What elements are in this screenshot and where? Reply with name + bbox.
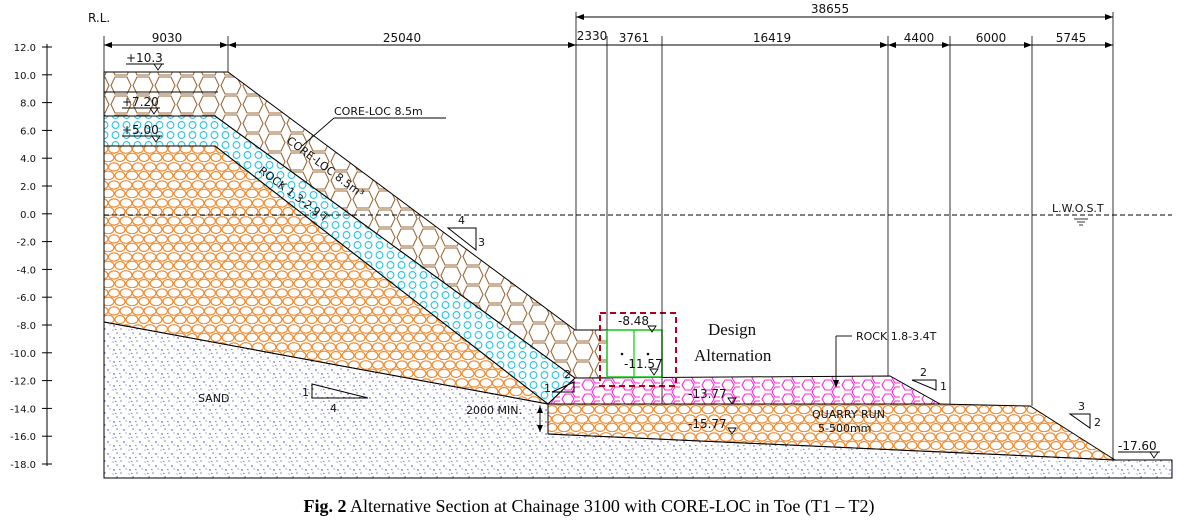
top-dimensions [104,14,1113,48]
axis-tick-label: -12.0 [10,377,36,388]
level-berm: -13.77 [688,387,727,401]
axis-tick-label: -2.0 [16,238,36,249]
axis-tick-label: 4.0 [20,154,36,165]
figure-caption: Fig. 2 Alternative Section at Chainage 3… [0,496,1178,517]
axis-tick-label: -16.0 [10,432,36,443]
axis-tick-label: -6.0 [16,293,36,304]
design-alternation-box [599,312,677,387]
slope-outer-v: 2 [1094,416,1101,429]
slope-toe-left-v: 1 [544,382,551,395]
slope-indicators [311,227,1091,429]
level-500: +5.00 [122,123,159,137]
slope-berm-v: 1 [940,380,947,393]
quarry-size-label: 5-500mm [818,422,871,435]
dim-segment: 16419 [753,31,791,45]
min-thickness-label: 2000 MIN. [466,404,522,417]
axis-tick-label: -10.0 [10,349,36,360]
core-loc-callout: CORE-LOC 8.5m [334,105,423,118]
toe-rock [546,375,942,405]
core-loc-armour [103,71,611,379]
axis-tick-label: 12.0 [14,43,36,54]
slope-outer-h: 3 [1078,400,1085,413]
axis-tick-label: -8.0 [16,321,36,332]
caption-text: Alternative Section at Chainage 3100 wit… [350,496,875,516]
level-base: -15.77 [688,417,727,431]
axis-tick-label: 2.0 [20,182,36,193]
cross-section-drawing: R.L. 12.0 10.0 8.0 6.0 4.0 2.0 0.0 -2.0 -4.0 -6.0… [10,2,1173,479]
rock-toe-label: ROCK 1.8-3.4T [856,330,937,343]
vertical-axis: R.L. 12.0 10.0 8.0 6.0 4.0 2.0 0.0 -2.0 -4.0 -6.0… [10,11,110,471]
level-outer: -17.60 [1118,439,1157,453]
level-markers [122,63,1160,459]
axis-tick-label: -4.0 [16,265,36,276]
dim-segment: 25040 [383,31,421,45]
water-symbol [1074,218,1088,226]
axis-tick-label: 6.0 [20,126,36,137]
slope-sand-v: 1 [302,386,309,399]
reference-lines [103,12,1114,460]
dim-segment: 9030 [152,31,183,45]
slope-toe-left-h: 2 [564,368,571,381]
slope-main-h: 4 [458,214,465,227]
design-label-line1: Design [708,320,757,339]
slope-main-v: 3 [478,236,485,249]
level-toe-bottom: -11.57 [624,357,663,371]
sand-label: SAND [198,392,229,405]
slope-sand-h: 4 [330,402,337,415]
axis-tick-label: 0.0 [20,210,36,221]
dim-segment: 4400 [904,31,935,45]
level-crest: +10.3 [126,51,163,65]
axis-tick-label: 10.0 [14,71,36,82]
dim-segment: 2330 [577,29,608,43]
axis-tick-label: 8.0 [20,99,36,110]
level-toe-top: -8.48 [618,314,649,328]
dim-segment: 6000 [976,31,1007,45]
design-label-line2: Alternation [694,346,772,365]
quarry-run-label: QUARRY RUN [812,408,885,421]
rl-label: R.L. [88,11,110,25]
slope-berm-h: 2 [920,366,927,379]
caption-label: Fig. 2 [303,496,347,516]
axis-tick-label: -14.0 [10,404,36,415]
axis-tick-label: -18.0 [10,460,36,471]
dim-segment: 3761 [619,31,650,45]
dim-segment: 5745 [1056,31,1087,45]
lwost-label: L.W.O.S.T [1052,202,1104,215]
level-720: +7.20 [122,95,159,109]
dim-overall: 38655 [811,2,849,16]
